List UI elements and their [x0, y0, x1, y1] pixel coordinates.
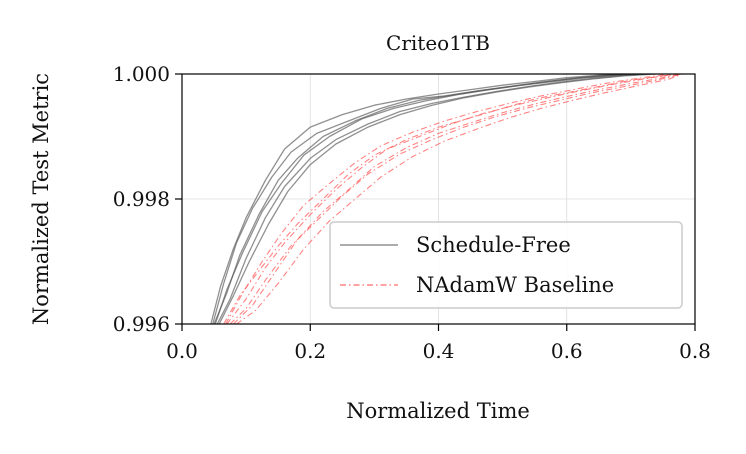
- series-line-10: [225, 74, 670, 324]
- y-tick-label: 0.996: [113, 312, 170, 336]
- series-line-5: [218, 74, 657, 324]
- legend-box: [329, 221, 683, 309]
- x-tick-label: 0.0: [166, 339, 198, 363]
- x-tick-label: 0.8: [679, 339, 711, 363]
- y-tick-label: 0.998: [113, 187, 170, 211]
- legend-label-schedule-free: Schedule-Free: [416, 233, 571, 257]
- y-ticks: 0.996 0.998 1.000: [113, 62, 182, 336]
- series-line-3: [212, 74, 638, 324]
- legend-label-nadamw-baseline: NAdamW Baseline: [416, 273, 614, 297]
- chart-title: Criteo1TB: [386, 31, 490, 55]
- legend: Schedule-Free NAdamW Baseline: [329, 221, 683, 309]
- series-line-4: [214, 74, 644, 324]
- x-ticks: 0.0 0.2 0.4 0.6 0.8: [166, 324, 711, 363]
- series-line-8: [229, 74, 683, 324]
- series-line-0: [210, 74, 631, 324]
- series-line-7: [226, 74, 676, 324]
- series-layer: [210, 74, 683, 324]
- x-tick-label: 0.2: [294, 339, 326, 363]
- series-line-9: [232, 74, 683, 324]
- x-tick-label: 0.4: [423, 339, 455, 363]
- y-axis-label: Normalized Test Metric: [29, 73, 53, 325]
- series-line-11: [236, 74, 683, 324]
- y-tick-label: 1.000: [113, 62, 170, 86]
- x-axis-label: Normalized Time: [346, 399, 530, 423]
- series-line-2: [216, 74, 651, 324]
- x-tick-label: 0.6: [551, 339, 583, 363]
- series-line-6: [223, 74, 683, 324]
